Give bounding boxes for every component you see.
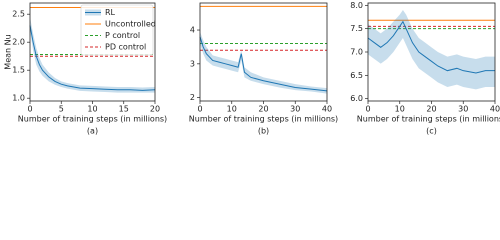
- x-tick-label: 30: [290, 105, 300, 114]
- x-axis-label: Number of training steps (in millions): [357, 115, 500, 124]
- x-tick-label: 20: [150, 105, 160, 114]
- confidence-band: [368, 10, 495, 90]
- x-tick-label: 10: [395, 105, 405, 114]
- x-tick-label: 20: [258, 105, 268, 114]
- rl-line: [367, 20, 495, 74]
- y-tick-label: 1.0: [12, 94, 25, 103]
- x-tick-label: 15: [119, 105, 129, 114]
- legend-label: RL: [105, 8, 116, 17]
- caption: (c): [426, 127, 437, 136]
- x-tick-label: 10: [87, 105, 97, 114]
- legend-label: P control: [105, 31, 140, 40]
- x-tick-label: 40: [490, 105, 500, 114]
- x-tick-label: 10: [227, 105, 237, 114]
- rl-line: [199, 36, 328, 92]
- x-axis-label: Number of training steps (in millions): [189, 115, 338, 124]
- x-tick-label: 0: [365, 105, 370, 114]
- y-tick-label: 7.5: [350, 24, 363, 33]
- x-tick-label: 30: [458, 105, 468, 114]
- caption: (a): [87, 127, 98, 136]
- y-tick-label: 4: [190, 26, 195, 35]
- y-tick-label: 1.5: [12, 66, 25, 75]
- y-tick-label: 6.5: [350, 71, 363, 80]
- y-tick-label: 2.0: [12, 38, 25, 47]
- x-tick-label: 40: [322, 105, 332, 114]
- x-tick-label: 0: [27, 105, 32, 114]
- y-tick-label: 6.0: [350, 94, 363, 103]
- legend-label: PD control: [105, 43, 146, 52]
- y-tick-label: 3: [190, 59, 195, 68]
- axes-frame: [199, 2, 328, 102]
- legend-box: [80, 4, 154, 56]
- y-axis-label: Mean Nu: [4, 34, 13, 69]
- y-tick-label: 8.0: [350, 1, 363, 10]
- y-tick-label: 2: [190, 93, 195, 102]
- y-tick-label: 7.0: [350, 48, 363, 57]
- axes-frame: [367, 2, 496, 102]
- x-tick-label: 5: [59, 105, 64, 114]
- rl-line: [29, 25, 156, 91]
- legend-label: Uncontrolled: [105, 20, 156, 29]
- y-tick-label: 2.5: [12, 10, 25, 19]
- caption: (b): [258, 127, 269, 136]
- axes-frame: [29, 2, 156, 102]
- x-tick-label: 20: [426, 105, 436, 114]
- x-axis-label: Number of training steps (in millions): [18, 115, 167, 124]
- x-tick-label: 0: [197, 105, 202, 114]
